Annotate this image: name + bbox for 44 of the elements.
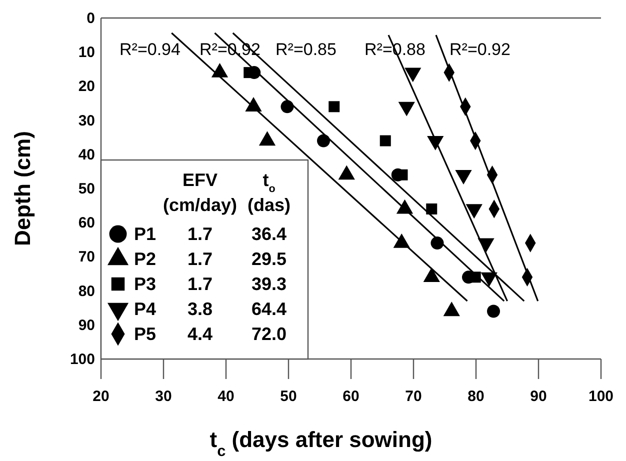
x-tick-label: 70: [405, 388, 422, 405]
annotation: 39.3: [251, 274, 287, 294]
annotation: 1.7: [187, 274, 213, 294]
annotation: 1.7: [187, 224, 213, 244]
y-tick-label: 90: [78, 316, 95, 334]
y-tick-label: 80: [78, 282, 95, 300]
legend-label: P5: [134, 324, 156, 344]
y-axis-title: Depth (cm): [10, 131, 35, 246]
annotation: 29.5: [251, 249, 287, 269]
annotation: 4.4: [187, 324, 213, 344]
annotation: R²=0.85: [276, 40, 336, 59]
annotation: 36.4: [251, 224, 287, 244]
y-tick-label: 30: [78, 112, 95, 130]
x-axis-title: t$_{c}$ (days after sowing): [210, 427, 432, 460]
y-tick-label: 10: [78, 44, 95, 62]
y-tick-label: 100: [70, 351, 95, 368]
annotation: 72.0: [251, 324, 287, 344]
legend-label: P2: [134, 249, 156, 269]
y-tick-label: 60: [78, 214, 95, 232]
x-tick-label: 40: [218, 388, 234, 405]
x-tick-label: 50: [280, 388, 297, 405]
y-tick-label: 0: [86, 10, 95, 27]
y-tick-label: 50: [78, 180, 95, 198]
x-tick-label: 80: [468, 388, 484, 405]
annotation: t$_{o}$: [262, 170, 276, 195]
y-tick-label: 20: [78, 78, 95, 96]
legend-label: P3: [134, 274, 156, 294]
annotation: 64.4: [251, 299, 287, 319]
y-tick-label: 70: [78, 248, 95, 266]
legend-label: P1: [134, 224, 156, 244]
x-tick-label: 60: [342, 388, 360, 405]
annotation: R²=0.92: [450, 40, 510, 59]
x-tick-label: 20: [92, 388, 110, 405]
annotation: 1.7: [187, 249, 213, 269]
annotation: (das): [247, 195, 291, 215]
annotation: R²=0.94: [120, 40, 180, 59]
annotation: 3.8: [187, 299, 213, 319]
x-tick-label: 30: [155, 388, 172, 405]
annotation: (cm/day): [162, 195, 238, 215]
x-tick-label: 90: [530, 388, 547, 405]
y-tick-label: 40: [78, 146, 95, 164]
legend-label: P4: [134, 299, 156, 319]
x-tick-label: 100: [588, 388, 614, 405]
annotation: EFV: [182, 170, 218, 190]
